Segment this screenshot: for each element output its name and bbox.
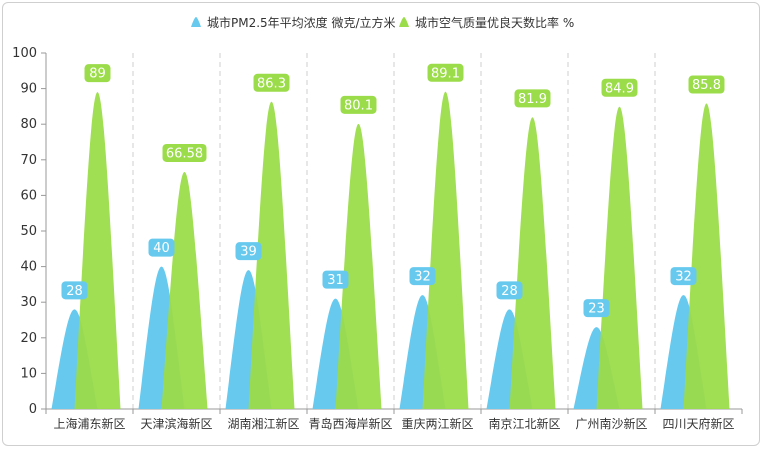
x-category-label: 广州南沙新区 bbox=[575, 416, 647, 431]
y-tick-label: 50 bbox=[20, 224, 37, 239]
air-quality-label-box bbox=[601, 78, 638, 97]
y-tick-label: 40 bbox=[20, 260, 37, 275]
air-quality-bar bbox=[335, 123, 382, 410]
air-quality-label-box bbox=[427, 63, 464, 82]
air-quality-data-label: 84.9 bbox=[605, 81, 634, 96]
air-quality-data-label: 89 bbox=[89, 67, 106, 82]
air-quality-label-box bbox=[514, 89, 551, 108]
chart-legend: 城市PM2.5年平均浓度 微克/立方米 城市空气质量优良天数比率 % bbox=[191, 15, 574, 30]
pm25-data-label: 32 bbox=[414, 270, 431, 285]
y-tick-label: 10 bbox=[20, 366, 37, 381]
y-tick-label: 30 bbox=[20, 295, 37, 310]
air-quality-bar bbox=[509, 117, 556, 409]
air-quality-bar bbox=[596, 106, 643, 410]
legend-marker-icon bbox=[399, 17, 409, 27]
y-tick-label: 0 bbox=[29, 402, 37, 417]
air-quality-label-box bbox=[162, 143, 207, 162]
air-quality-bar bbox=[422, 91, 469, 409]
pm25-label-box bbox=[61, 281, 88, 300]
chart-data-labels: 28 40 39 31 32 28 23 32 89 66.58 86.3 80.1 89.1 81.9 8… bbox=[61, 63, 725, 318]
y-tick-label: 90 bbox=[20, 82, 37, 97]
legend-entry-label: 城市空气质量优良天数比率 % bbox=[415, 15, 574, 30]
pm25-data-label: 32 bbox=[675, 270, 692, 285]
y-tick-label: 100 bbox=[12, 46, 37, 61]
x-category-label: 四川天府新区 bbox=[662, 416, 734, 431]
air-quality-data-label: 80.1 bbox=[344, 98, 373, 113]
chart-grid bbox=[132, 53, 656, 409]
y-tick-label: 20 bbox=[20, 331, 37, 346]
pm25-data-label: 31 bbox=[327, 273, 344, 288]
air-quality-data-label: 81.9 bbox=[518, 92, 547, 107]
x-category-label: 青岛西海岸新区 bbox=[308, 416, 392, 431]
air-quality-bar bbox=[248, 101, 295, 409]
air-quality-label-box bbox=[340, 95, 377, 114]
pm25-label-box bbox=[496, 281, 523, 300]
pm25-data-label: 28 bbox=[66, 284, 83, 299]
air-quality-data-label: 89.1 bbox=[431, 66, 460, 81]
air-quality-data-label: 85.8 bbox=[692, 78, 721, 93]
air-quality-label-box bbox=[688, 75, 725, 94]
air-quality-bar bbox=[683, 103, 730, 409]
y-tick-label: 60 bbox=[20, 188, 37, 203]
air-quality-bar bbox=[74, 92, 121, 409]
air-quality-label-box bbox=[84, 64, 111, 83]
air-quality-label-box bbox=[253, 73, 290, 92]
y-tick-label: 70 bbox=[20, 153, 37, 168]
pm25-data-label: 28 bbox=[501, 284, 518, 299]
pm25-data-label: 39 bbox=[240, 245, 257, 260]
pm25-label-box bbox=[670, 267, 697, 286]
y-tick-label: 80 bbox=[20, 117, 37, 132]
pm25-label-box bbox=[148, 238, 175, 257]
x-category-label: 湖南湘江新区 bbox=[227, 416, 299, 431]
x-category-label: 南京江北新区 bbox=[488, 416, 560, 431]
air-quality-data-label: 66.58 bbox=[166, 146, 203, 161]
air-quality-data-label: 86.3 bbox=[257, 76, 286, 91]
chart-bars bbox=[51, 91, 730, 410]
x-category-label: 天津滨海新区 bbox=[140, 416, 212, 431]
pm25-data-label: 40 bbox=[153, 241, 170, 256]
pm25-data-label: 23 bbox=[588, 302, 605, 317]
air-quality-bar bbox=[161, 171, 208, 409]
pm25-label-box bbox=[409, 267, 436, 286]
x-category-label: 上海浦东新区 bbox=[53, 416, 125, 431]
x-category-label: 重庆两江新区 bbox=[401, 416, 473, 431]
legend-entry-label: 城市PM2.5年平均浓度 微克/立方米 bbox=[207, 15, 396, 30]
legend-marker-icon bbox=[191, 17, 201, 27]
pm25-label-box bbox=[322, 270, 349, 289]
pm25-label-box bbox=[235, 242, 262, 261]
pm25-label-box bbox=[583, 299, 610, 318]
